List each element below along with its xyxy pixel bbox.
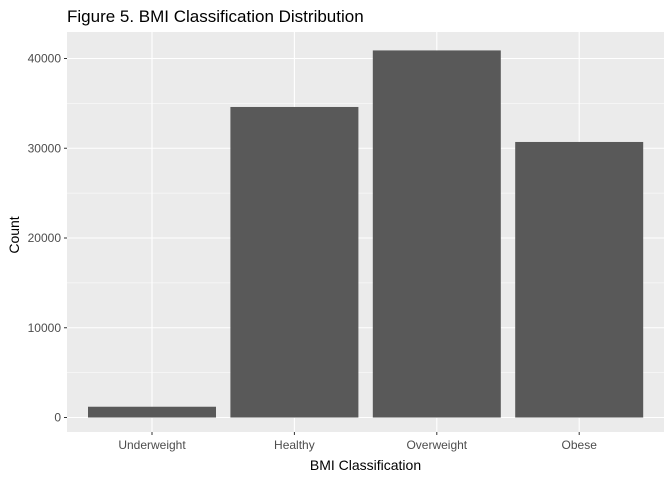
y-tick-label: 10000 <box>28 321 62 335</box>
x-axis-title: BMI Classification <box>310 457 421 473</box>
chart-title: Figure 5. BMI Classification Distributio… <box>67 7 364 26</box>
bar-overweight <box>372 50 501 418</box>
bar-underweight <box>88 406 216 418</box>
y-tick-label: 40000 <box>28 52 62 66</box>
bars <box>88 50 644 418</box>
bar-healthy <box>230 106 359 418</box>
bar-obese <box>515 141 644 418</box>
y-tick-label: 30000 <box>28 141 62 155</box>
y-tick-label: 20000 <box>28 231 62 245</box>
x-tick-label: Underweight <box>118 438 186 452</box>
y-axis-title: Count <box>6 216 22 253</box>
x-axis: Underweight Healthy Overweight Obese <box>118 432 597 452</box>
x-tick-label: Overweight <box>406 438 467 452</box>
y-axis: 0 10000 20000 30000 40000 <box>28 52 67 425</box>
x-tick-label: Obese <box>562 438 598 452</box>
y-tick-label: 0 <box>54 411 61 425</box>
x-tick-label: Healthy <box>274 438 315 452</box>
